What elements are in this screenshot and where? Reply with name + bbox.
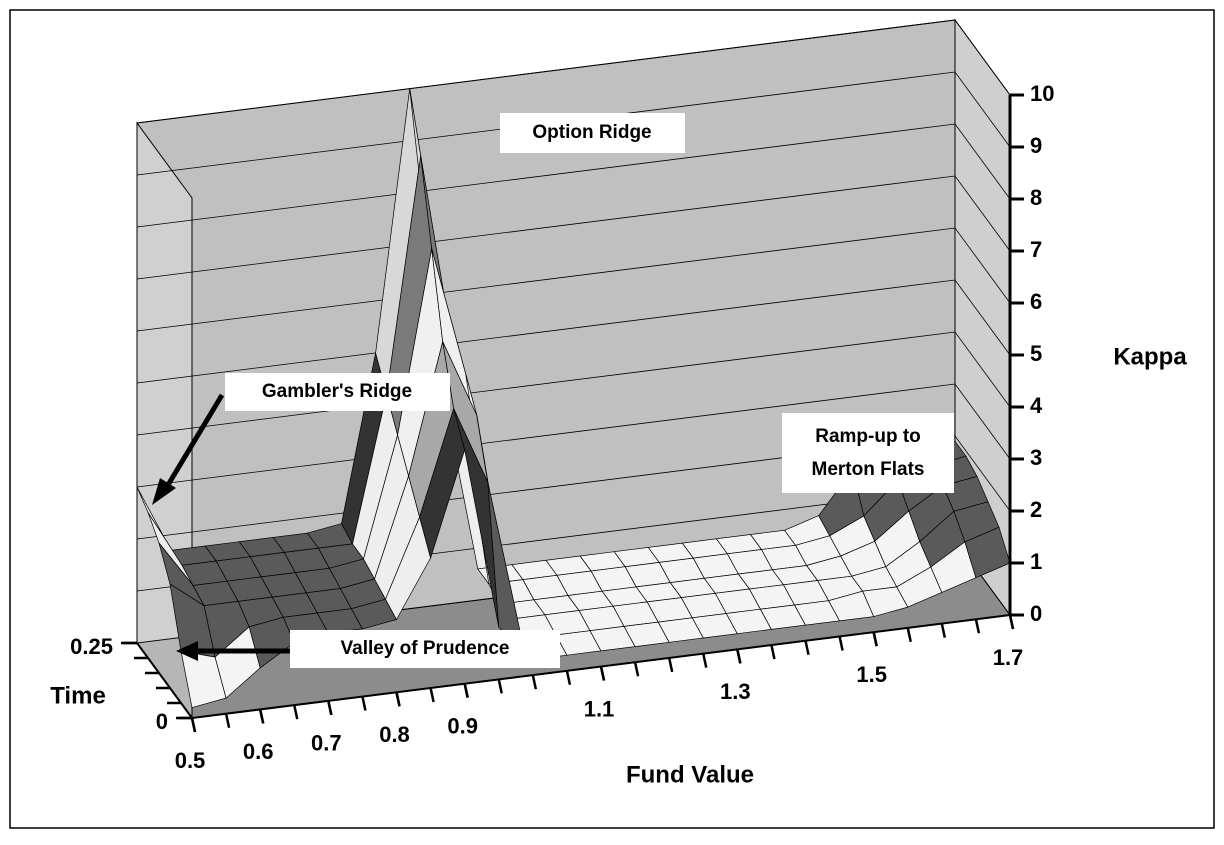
annotation: Option Ridge xyxy=(500,113,685,153)
x-minor-tick xyxy=(974,619,981,634)
x-tick xyxy=(463,683,469,698)
z-tick-label: 1 xyxy=(1030,549,1042,574)
annotation-box xyxy=(500,113,685,153)
x-tick xyxy=(872,631,878,647)
x-tick xyxy=(190,717,197,733)
annotation-box xyxy=(225,373,450,411)
x-tick-label: 0.9 xyxy=(447,713,478,738)
x-tick xyxy=(258,709,265,724)
y-tick-label: 0 xyxy=(156,709,168,734)
annotation: Ramp-up to Merton Flats xyxy=(782,413,954,493)
z-tick-label: 2 xyxy=(1030,497,1042,522)
x-tick-label: 1.5 xyxy=(856,662,887,687)
z-tick-label: 10 xyxy=(1030,81,1054,106)
x-tick-label: 1.3 xyxy=(720,679,751,704)
x-minor-tick xyxy=(633,661,640,677)
x-minor-tick xyxy=(838,636,844,651)
annotation: Valley of Prudence xyxy=(176,630,560,668)
x-minor-tick xyxy=(224,713,231,728)
y-tick-label: 0.25 xyxy=(70,634,113,659)
x-minor-tick xyxy=(940,623,947,638)
x-tick-label: 0.5 xyxy=(175,748,206,773)
x-minor-tick xyxy=(565,670,572,686)
x-minor-tick xyxy=(293,704,299,720)
x-minor-tick xyxy=(906,627,912,643)
z-tick-label: 7 xyxy=(1030,237,1042,262)
annotation-box xyxy=(290,630,560,668)
x-tick-label: 0.8 xyxy=(379,722,410,747)
annotation-text: Merton Flats xyxy=(812,459,925,480)
annotation-text: Option Ridge xyxy=(532,122,651,143)
x-minor-tick xyxy=(770,644,776,660)
z-tick-label: 5 xyxy=(1030,341,1042,366)
z-tick-label: 4 xyxy=(1030,393,1043,418)
z-tick-label: 9 xyxy=(1030,133,1042,158)
z-tick-label: 3 xyxy=(1030,445,1042,470)
annotation: Gambler's Ridge xyxy=(152,373,450,505)
z-tick-label: 6 xyxy=(1030,289,1042,314)
x-tick-label: 1.1 xyxy=(584,696,615,721)
x-minor-tick xyxy=(531,674,538,690)
z-tick-label: 8 xyxy=(1030,185,1042,210)
annotation-text: Gambler's Ridge xyxy=(262,381,412,402)
x-tick xyxy=(736,649,742,664)
x-minor-tick xyxy=(497,679,503,694)
surface-cell xyxy=(964,526,1011,579)
x-minor-tick xyxy=(429,687,435,703)
x-tick-label: 0.6 xyxy=(243,739,274,764)
y-axis xyxy=(136,642,193,719)
annotation-text: Valley of Prudence xyxy=(341,638,510,659)
x-tick xyxy=(327,700,333,716)
y-axis-title: Time xyxy=(50,682,106,709)
annotation-text: Ramp-up to xyxy=(815,426,921,447)
x-axis-title: Fund Value xyxy=(626,761,754,788)
x-minor-tick xyxy=(361,696,367,711)
z-tick-label: 0 xyxy=(1030,601,1042,626)
arrowhead xyxy=(152,478,176,505)
x-minor-tick xyxy=(667,657,674,673)
x-minor-tick xyxy=(702,653,708,668)
x-tick-label: 1.7 xyxy=(993,645,1024,670)
annotation-box xyxy=(782,413,954,493)
x-tick-label: 0.7 xyxy=(311,731,342,756)
x-tick xyxy=(395,691,401,707)
arrowhead xyxy=(176,641,198,661)
x-tick xyxy=(1008,614,1015,630)
arrow xyxy=(162,393,225,492)
x-minor-tick xyxy=(804,640,810,656)
x-tick xyxy=(599,666,606,681)
z-axis-title: Kappa xyxy=(1113,343,1187,370)
